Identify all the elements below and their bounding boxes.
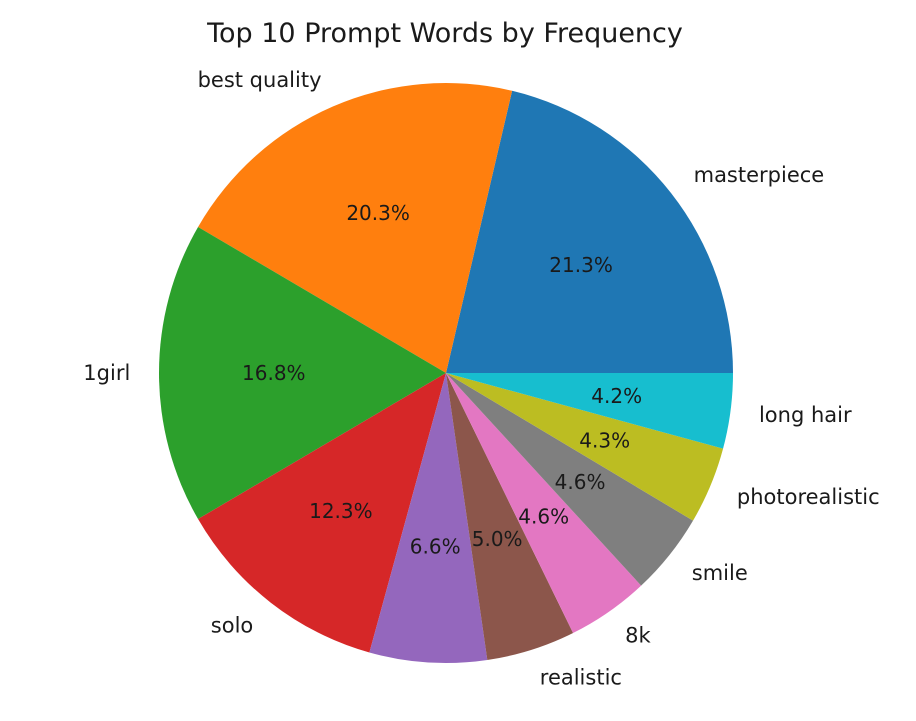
category-label-long-hair: long hair [759, 403, 852, 427]
category-label-masterpiece: masterpiece [694, 163, 825, 187]
slice-long-hair [446, 373, 733, 449]
category-label-photorealistic: photorealistic [737, 485, 880, 509]
chart-title: Top 10 Prompt Words by Frequency [206, 18, 683, 49]
slice-labels: masterpiece best quality 1girl solo realisti… [83, 68, 879, 690]
slice-slice-5 [369, 373, 488, 663]
percent-label-realistic: 5.0% [472, 527, 523, 551]
category-label-solo: solo [211, 614, 253, 638]
slice-realistic [446, 373, 574, 660]
percent-label-masterpiece: 21.3% [549, 253, 613, 277]
percent-label-long-hair: 4.2% [591, 384, 642, 408]
category-label-1girl: 1girl [83, 361, 130, 385]
percent-label-slice-5: 6.6% [410, 535, 461, 559]
category-label-8k: 8k [625, 624, 651, 648]
category-label-best-quality: best quality [198, 68, 322, 92]
percent-label-8k: 4.6% [518, 504, 569, 528]
slice-masterpiece [446, 90, 733, 374]
slice-smile [446, 373, 694, 586]
percent-label-smile: 4.6% [555, 470, 606, 494]
slice-photorealistic [446, 373, 724, 521]
slice-solo [198, 373, 446, 653]
slice-percent-labels: 21.3%20.3%16.8%12.3%6.6% 5.0%4.6%4.6%4.3%… [242, 201, 642, 559]
percent-label-best-quality: 20.3% [346, 201, 410, 225]
slice-best-quality [198, 83, 513, 373]
pie-slices [159, 83, 733, 663]
percent-label-solo: 12.3% [309, 499, 373, 523]
slice-8k [446, 373, 642, 634]
category-label-realistic: realistic [540, 666, 622, 690]
slice-1girl [159, 226, 446, 520]
percent-label-photorealistic: 4.3% [579, 429, 630, 453]
percent-label-1girl: 16.8% [242, 361, 306, 385]
category-label-smile: smile [692, 561, 748, 585]
